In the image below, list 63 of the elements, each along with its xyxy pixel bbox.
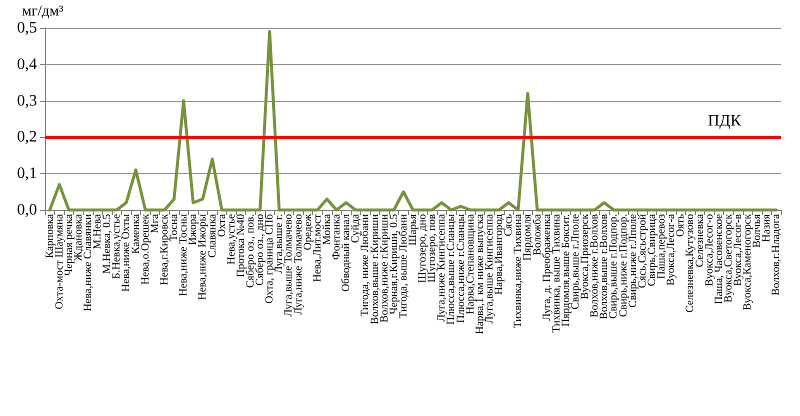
x-tick-label: Паша,перевоз [656, 214, 668, 280]
x-tick-label: Черная,г.Кириши, 0.5 [388, 214, 400, 314]
x-tick-label: Нева,г.Кировск [158, 213, 170, 286]
x-tick-label: Суйда [350, 214, 362, 243]
x-tick-label: Нева,ниже Ижоры [196, 213, 209, 300]
y-tick-label: 0,5 [17, 20, 37, 36]
x-tick-label: Шугозеро, пов [426, 214, 438, 283]
x-tick-label: Охта-мост Шаумяна [53, 214, 66, 310]
x-tick-label: Б.Невка,устье [110, 214, 123, 279]
x-tick-label: Карповка [44, 214, 56, 258]
x-tick-label: Фонтанка [330, 214, 343, 260]
x-tick-label: Плюсса,выше г.Сланцы [445, 213, 458, 325]
ref-line-label: ПДК [708, 112, 742, 130]
x-tick-label: Мойка [320, 214, 333, 245]
x-tick-label: Волчья [751, 214, 764, 248]
x-tick-label: Мга [148, 214, 161, 234]
x-tick-label: Вуокса,Каменогорск [742, 213, 754, 310]
x-tick-label: Оять [674, 214, 687, 237]
x-tick-label: Обводный канал [340, 214, 352, 292]
y-tick-label: 0,4 [17, 56, 37, 73]
y-axis-title: мг/дм³ [22, 4, 64, 20]
y-tick-label: 0,3 [17, 92, 37, 110]
x-tick-label: Пярдомля,выше Боксит. [560, 214, 572, 327]
x-tick-label: Охта [216, 214, 228, 237]
x-tick-label: Вуокса,Светогорск [722, 213, 734, 303]
x-tick-label: Сяберо оз., дно [254, 214, 266, 286]
x-tick-label: Нева,ниже Славянки [82, 214, 94, 312]
x-tick-label: Тигода, ниже Любани [359, 214, 372, 317]
x-tick-label: Нева,ниже Охты [120, 213, 132, 292]
x-tick-label: Селезневка,Кутузово [684, 214, 696, 313]
x-tick-label: Нева,ниже Тосны [178, 213, 190, 296]
line-series [48, 30, 778, 212]
x-tick-label: Вуокса,Приозерск [579, 213, 592, 300]
x-tick-label: Нева,устье [225, 214, 238, 265]
x-tick-label: Ижора [187, 214, 200, 246]
x-tick-label: Шарья [407, 214, 419, 246]
x-tick-label: Оредеж [302, 214, 314, 250]
x-tick-label: Волхов,ниже г.Кириши [378, 214, 390, 323]
x-tick-label: Нарва,Ивангород [493, 214, 506, 295]
y-tick-label: 0,0 [17, 202, 37, 218]
x-tick-label: Сясь [502, 214, 515, 236]
y-tick-label: 0,2 [17, 128, 37, 146]
x-tick-label: Вуокса,Лесог-а [665, 214, 678, 286]
x-tick-label: Каменка [130, 214, 142, 254]
y-tick-label: 0,1 [17, 165, 37, 182]
x-tick-label: Волхов,г.Нладога [770, 214, 782, 296]
x-tick-label: Ждановка [72, 214, 84, 261]
x-tick-label: Вуокса,Лесог-о [703, 214, 716, 286]
x-tick-label: Тосна [168, 214, 180, 242]
x-tick-label: Нарва,Степановщина [464, 214, 476, 314]
x-tick-label: Назия [760, 214, 773, 242]
x-tick-label: М.Нева [92, 214, 104, 250]
x-tick-label: Свирь,выше г.Подпор. [608, 214, 620, 319]
x-tick-label: Воложба [531, 214, 544, 256]
x-tick-label: Нева,о.Орешек [139, 213, 152, 285]
x-tick-label: Луга,выше г. [273, 214, 286, 274]
x-tick-label: М.Невка, 0.5 [101, 214, 114, 274]
x-tick-label: Плюсса,ниже г.Сланцы [454, 213, 467, 323]
x-tick-label: Пярдомля [522, 214, 534, 261]
x-tick-label: Тихвинка,ниже Тихвина [512, 214, 524, 328]
x-tick-label: Волхов,выше г.Волхов [598, 214, 610, 320]
x-tick-label: Луга, д. Преображенка [540, 214, 553, 321]
x-tick-label: Сяберо оз., пов. [244, 214, 257, 288]
